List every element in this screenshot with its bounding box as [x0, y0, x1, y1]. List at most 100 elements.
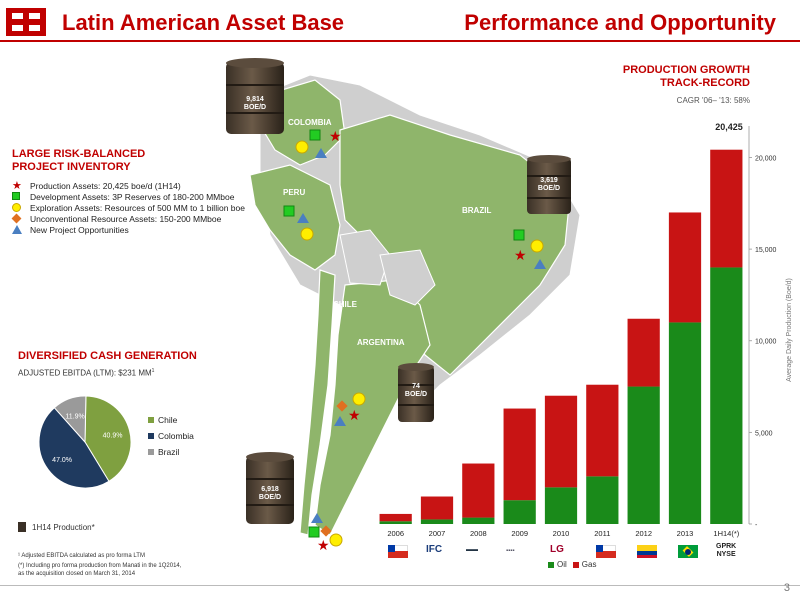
x-tick-label: 2013: [677, 529, 694, 538]
barrel-chile-label: 6,918 BOE/D: [258, 486, 282, 501]
bar-oil: [668, 322, 702, 524]
bar-gas: [710, 149, 743, 268]
x-tick-label: 2012: [635, 529, 652, 538]
pie-legend-brazil: Brazil: [148, 446, 194, 457]
chile-swatch: [148, 416, 154, 423]
y-tick-label: 15,000: [755, 247, 777, 254]
barrel-colombia-label: 9,814 BOE/D: [243, 96, 267, 111]
cash-title: DIVERSIFIED CASH GENERATION: [18, 350, 197, 362]
y-axis-label: Average Daily Production (Boe/d): [786, 278, 793, 382]
bar-oil: [503, 500, 536, 524]
x-tick-label: 2011: [594, 529, 610, 538]
development-marker: [308, 526, 320, 538]
header-divider: [0, 40, 800, 42]
legend-new-projects: New Project Opportunities: [12, 224, 245, 235]
nyse-logo: GPRK NYSE: [716, 543, 737, 558]
legend-gas: Gas: [581, 560, 597, 569]
production-marker: ★: [514, 248, 527, 264]
company-logo: [6, 8, 46, 36]
legend-production: ★ Production Assets: 20,425 boe/d (1H14): [12, 179, 181, 192]
chile-flag-icon-2: [596, 545, 616, 558]
map-gray-inset2: [379, 249, 436, 306]
barrel-key-icon: [18, 522, 26, 532]
y-tick-label: 20,000: [755, 155, 777, 162]
bar-oil: [379, 521, 412, 524]
map-label-chile: CHILE: [333, 300, 357, 309]
barrel-brazil-label: 3,619 BOE/D: [537, 177, 561, 192]
blue-triangle-icon: [12, 224, 22, 234]
bar-gas: [379, 513, 412, 522]
bar-legend: Oil Gas: [548, 560, 596, 569]
partner-logo-london: ▬▬: [466, 547, 478, 553]
bar-oil: [420, 519, 454, 524]
y-tick-label: 10,000: [755, 339, 777, 346]
opportunity-marker: [311, 513, 323, 523]
unconventional-marker: [320, 525, 332, 537]
inventory-section: LARGE RISK-BALANCED PROJECT INVENTORY ★ …: [11, 148, 245, 235]
bar-oil: [586, 476, 619, 524]
production-marker: ★: [317, 538, 330, 554]
yellow-circle-icon: [12, 202, 21, 212]
footer-divider: [0, 585, 800, 586]
inventory-title-2: PROJECT INVENTORY: [12, 161, 131, 173]
ebitda-pie-chart: 40.9% 47.0% 11.9%: [38, 395, 132, 489]
pie-legend-chile: Chile: [148, 414, 194, 425]
map-label-colombia: COLOMBIA: [288, 118, 332, 127]
legend-exploration: Exploration Assets: Resources of 500 MM …: [12, 202, 245, 213]
exploration-marker: [300, 227, 314, 241]
orange-diamond-icon: [11, 213, 22, 223]
partner-logo-3: ▪▪▪▪: [506, 548, 515, 554]
x-tick-label: 2009: [511, 529, 528, 538]
exploration-marker: [530, 239, 544, 253]
unconventional-marker: [336, 400, 348, 412]
exploration-marker: [295, 140, 309, 154]
map-argentina: [314, 279, 431, 536]
colombia-swatch: [148, 432, 154, 439]
map-peru: [249, 164, 341, 271]
x-tick-label: 2008: [470, 529, 487, 538]
chart-top-label: 20,425: [715, 122, 743, 132]
bar-gas: [462, 463, 495, 518]
map-label-brazil: BRAZIL: [462, 206, 492, 215]
production-bar-chart: - 5,000 10,000 15,000 20,000 2006 2007 2008 200…: [379, 122, 793, 538]
opportunity-marker: [315, 148, 327, 158]
star-icon: ★: [12, 179, 22, 192]
map-label-argentina: ARGENTINA: [357, 338, 405, 347]
bar-gas: [627, 318, 660, 387]
pie-legend: Chile Colombia Brazil: [148, 414, 194, 457]
oil-swatch: [548, 561, 554, 568]
inventory-title-1: LARGE RISK-BALANCED: [12, 148, 146, 160]
brazil-swatch: [148, 448, 154, 455]
bar-gas: [503, 408, 536, 501]
bar-gas: [544, 395, 578, 488]
map-label-peru: PERU: [283, 188, 306, 197]
footnote-3: as the acquisition closed on March 31, 2…: [18, 571, 136, 577]
pie-value-label: 11.9%: [65, 413, 84, 420]
bar-oil: [544, 487, 578, 524]
development-marker: [309, 129, 321, 141]
pie-value-label: 40.9%: [103, 433, 123, 440]
bar-gas: [586, 384, 619, 477]
page-subtitle: Performance and Opportunity: [464, 10, 776, 35]
brazil-flag-icon: [678, 545, 698, 558]
pie-value-label: 47.0%: [52, 457, 72, 464]
legend-unconventional: Unconventional Resource Assets: 150-200 …: [11, 213, 245, 224]
ebitda-subtitle: ADJUSTED EBITDA (LTM): $231 MM1: [18, 368, 155, 378]
map-chile: [299, 269, 336, 536]
barrel-key-label: 1H14 Production*: [32, 523, 95, 532]
y-tick-label: -: [755, 522, 758, 529]
legend-oil: Oil: [557, 560, 567, 569]
opportunity-marker: [334, 416, 346, 426]
y-tick-label: 5,000: [755, 430, 773, 437]
lg-logo: LG: [550, 544, 564, 555]
exploration-marker: [352, 392, 366, 406]
exploration-marker: [329, 533, 343, 547]
bar-oil: [462, 517, 495, 524]
bar-gas: [420, 496, 454, 520]
development-marker: [513, 229, 525, 241]
ifc-logo: IFC: [426, 544, 443, 555]
barrel-argentina-label: 74 BOE/D: [404, 383, 428, 398]
green-square-icon: [12, 191, 20, 200]
colombia-flag-icon: [637, 545, 657, 558]
opportunity-marker: [297, 213, 309, 223]
